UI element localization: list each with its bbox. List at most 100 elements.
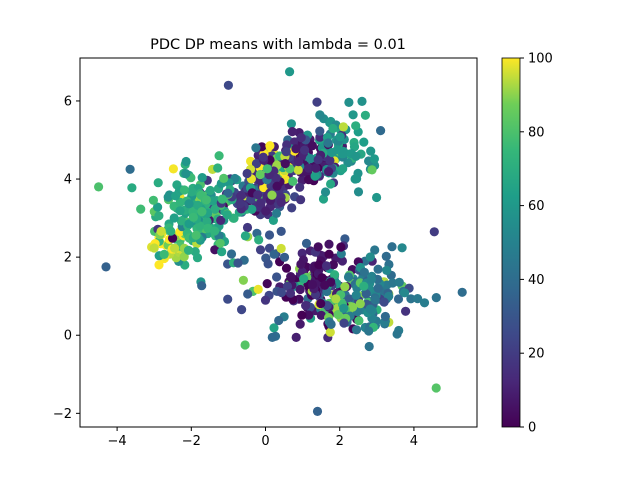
scatter-point	[323, 138, 333, 148]
x-tick-label: −2	[182, 434, 201, 449]
scatter-point	[293, 165, 303, 175]
scatter-point	[217, 194, 227, 204]
scatter-point	[242, 168, 252, 179]
scatter-point	[364, 326, 374, 336]
scatter-point	[393, 294, 404, 304]
scatter-point	[262, 164, 272, 174]
scatter-point	[364, 341, 374, 352]
scatter-point	[373, 264, 383, 274]
scatter-point	[156, 226, 166, 236]
y-tick-label: 6	[64, 94, 72, 109]
scatter-point	[159, 249, 169, 259]
y-axis: −2 0 2 4 6	[53, 94, 80, 422]
scatter-point	[183, 245, 194, 255]
scatter-point	[168, 233, 178, 243]
scatter-point	[197, 207, 207, 217]
scatter-point	[379, 297, 389, 307]
scatter-point	[262, 279, 272, 289]
scatter-point	[351, 325, 362, 335]
scatter-point	[254, 235, 264, 245]
scatter-point	[343, 272, 354, 282]
scatter-point	[264, 230, 275, 240]
scatter-point	[340, 282, 350, 292]
scatter-point	[299, 274, 309, 284]
scatter-point	[366, 274, 376, 284]
scatter-point	[359, 137, 369, 147]
scatter-point	[325, 327, 335, 337]
colorbar-tick-label: 20	[528, 347, 545, 362]
scatter-point	[288, 176, 298, 186]
scatter-point	[154, 260, 164, 270]
scatter-point	[243, 289, 253, 299]
scatter-point	[263, 259, 273, 269]
scatter-point	[247, 204, 257, 214]
scatter-point	[376, 126, 386, 136]
scatter-point	[305, 154, 315, 164]
colorbar-tick-label: 80	[528, 125, 545, 140]
scatter-point	[280, 159, 290, 169]
scatter-point	[365, 304, 375, 314]
scatter-point	[229, 213, 239, 223]
scatter-point	[287, 203, 297, 213]
scatter-point	[339, 303, 349, 313]
scatter-point	[260, 295, 271, 305]
scatter-point	[348, 302, 358, 312]
scatter-point	[240, 231, 250, 241]
scatter-point	[197, 173, 207, 183]
scatter-point	[272, 181, 282, 191]
scatter-point	[187, 187, 197, 197]
scatter-point	[380, 311, 390, 322]
scatter-point	[255, 169, 265, 180]
scatter-point	[382, 265, 392, 275]
scatter-point	[235, 191, 246, 201]
scatter-point	[296, 195, 306, 205]
scatter-point	[291, 144, 301, 154]
scatter-point	[276, 287, 287, 298]
scatter-point	[293, 157, 304, 167]
scatter-point	[255, 245, 266, 255]
scatter-point	[251, 159, 262, 169]
scatter-point	[372, 192, 382, 203]
scatter-point	[219, 173, 229, 183]
scatter-point	[268, 215, 278, 225]
scatter-point	[328, 123, 338, 134]
scatter-point	[267, 332, 277, 342]
scatter-point	[175, 206, 185, 216]
scatter-point	[197, 281, 207, 291]
x-tick-label: 2	[336, 434, 344, 449]
scatter-point	[340, 234, 350, 244]
scatter-point	[170, 243, 180, 253]
scatter-point	[344, 97, 354, 107]
scatter-point	[205, 185, 215, 196]
colorbar-axis: 0 20 40 60 80 100	[520, 52, 553, 436]
scatter-point	[295, 284, 305, 295]
scatter-point	[125, 164, 135, 174]
scatter-point	[272, 272, 282, 282]
scatter-points	[94, 67, 467, 416]
scatter-point	[328, 260, 338, 270]
scatter-point	[359, 281, 369, 291]
scatter-point	[188, 212, 198, 222]
scatter-point	[401, 306, 411, 316]
scatter-point	[295, 182, 305, 192]
scatter-point	[274, 315, 284, 326]
scatter-point	[291, 332, 301, 342]
scatter-point	[351, 121, 361, 131]
scatter-point	[313, 242, 323, 252]
scatter-point	[320, 280, 330, 290]
scatter-point	[335, 132, 345, 142]
scatter-point	[357, 96, 367, 106]
scatter-point	[321, 261, 332, 271]
scatter-point	[351, 290, 361, 300]
chart-title: PDC DP means with lambda = 0.01	[150, 37, 406, 53]
scatter-point	[253, 190, 263, 200]
scatter-point	[307, 141, 317, 151]
scatter-point	[365, 252, 375, 262]
scatter-point	[282, 281, 293, 291]
scatter-point	[153, 178, 163, 188]
scatter-point	[286, 119, 296, 129]
scatter-point	[153, 202, 163, 212]
scatter-point	[330, 270, 340, 280]
plot-frame	[79, 57, 478, 428]
scatter-point	[324, 167, 334, 177]
